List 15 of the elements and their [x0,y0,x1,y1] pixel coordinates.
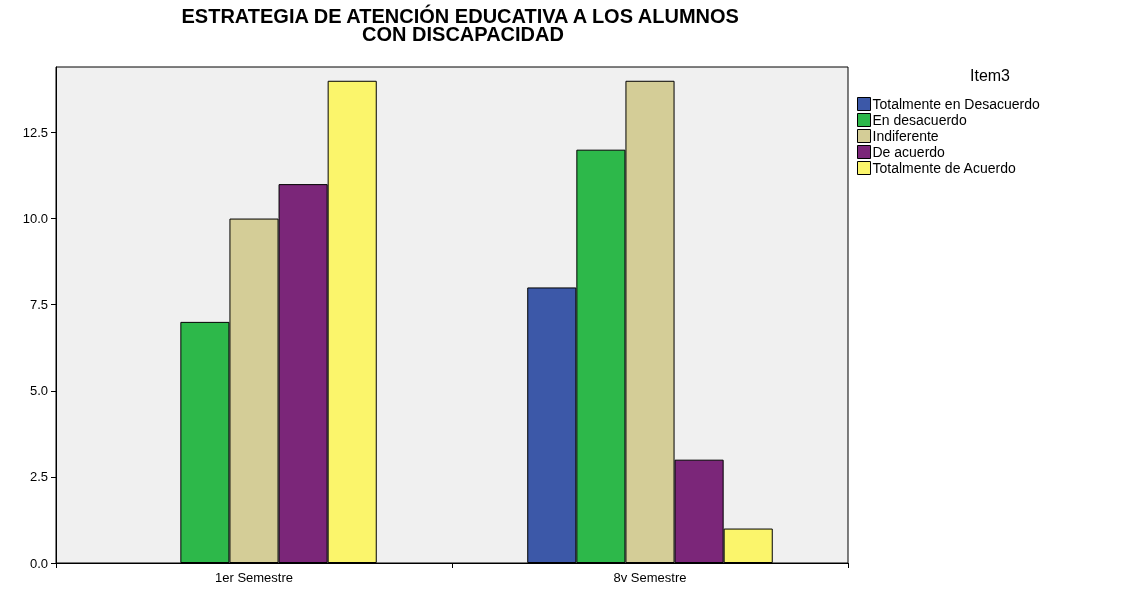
y-tick-label: 10.0 [22,211,48,227]
chart-title: ESTRATEGIA DE ATENCIÓN EDUCATIVA A LOS ALUMNOS CON DISCAPACIDAD [181,4,745,45]
legend-label: En desacuerdo [872,112,967,128]
x-tick-label: 1er Semestre [214,570,294,585]
y-tick-label: 5.0 [29,383,48,399]
legend-label: Totalmente en Desacuerdo [872,96,1041,112]
legend-label: De acuerdo [872,144,946,160]
x-tick-label: 8v Semestre [613,570,687,585]
y-tick-label: 2.5 [29,469,48,485]
y-tick-label: 0.0 [29,555,48,571]
legend-title: Item3 [970,66,1011,84]
y-tick-label: 12.5 [22,124,48,140]
y-tick-label: 7.5 [29,297,48,313]
legend-label: Totalmente de Acuerdo [872,160,1016,176]
legend-label: Indiferente [872,128,939,144]
